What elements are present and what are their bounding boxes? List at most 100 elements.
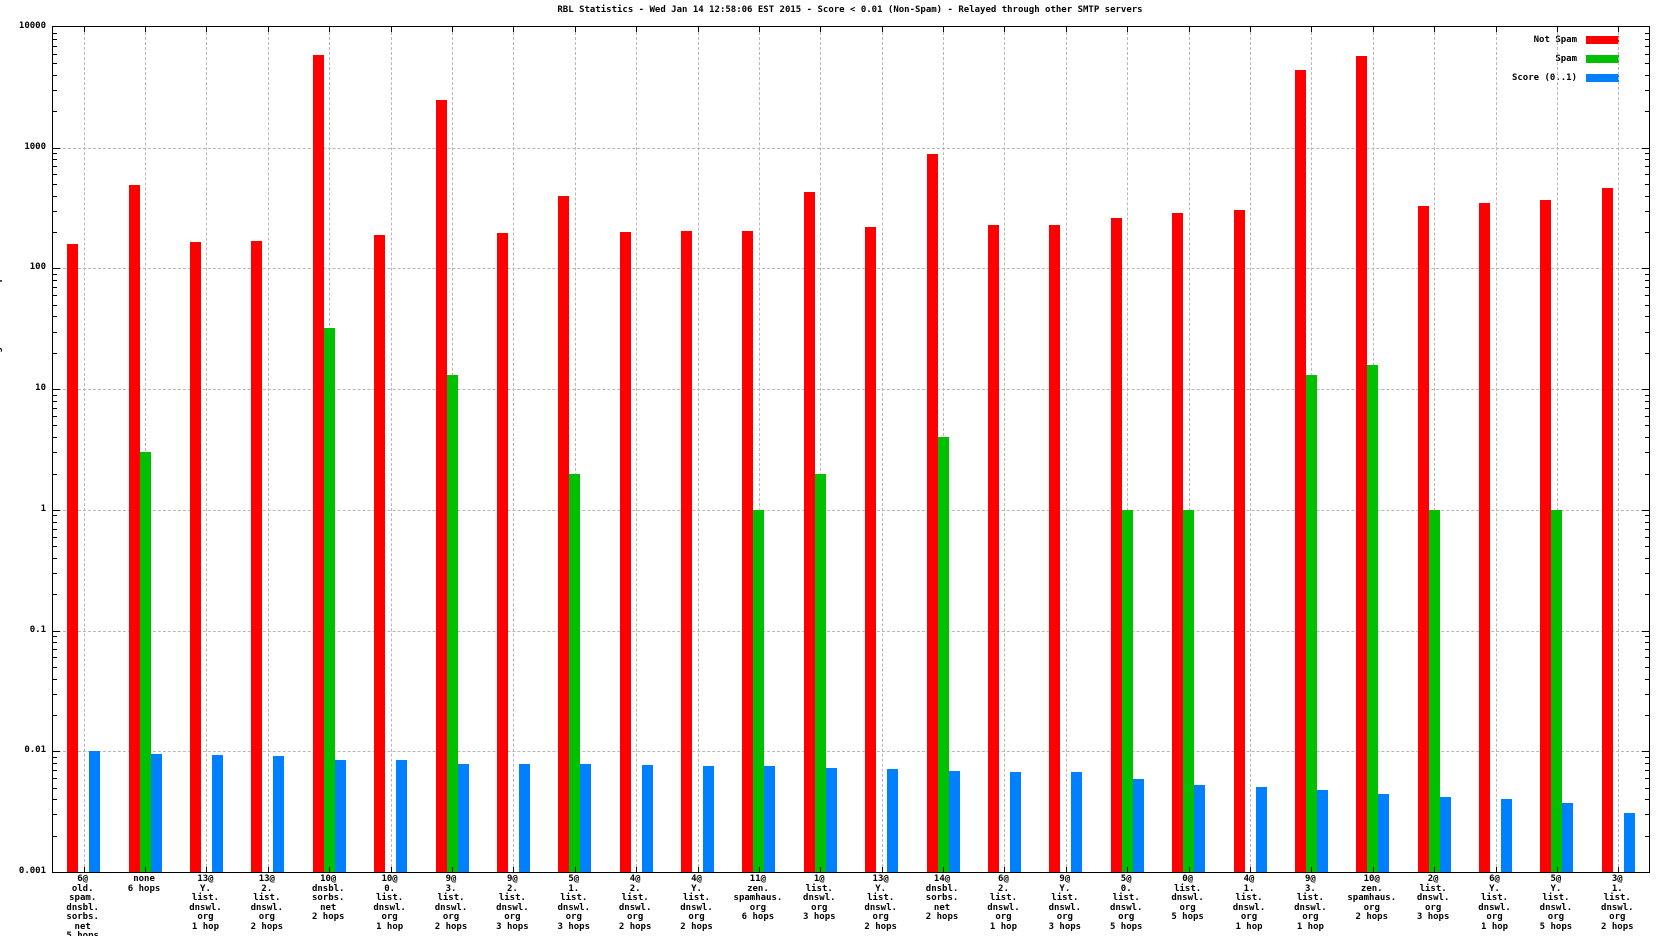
y-tick-left (53, 763, 57, 764)
bar-score (1378, 794, 1389, 872)
x-category-label-line: 0. (384, 883, 396, 894)
bar-not-spam (1418, 205, 1429, 872)
x-category-label-line: 1. (568, 883, 580, 894)
y-tick-left (53, 715, 57, 716)
bar-spam (1551, 509, 1562, 872)
y-tick-right (1645, 573, 1649, 574)
x-category-label-line: dnswl. (1232, 902, 1266, 913)
x-tick-bottom (268, 867, 269, 872)
y-tick-left (53, 408, 57, 409)
bar-not-spam (374, 234, 385, 872)
y-tick-right (1645, 546, 1649, 547)
x-category-label-line: 5 hops (1539, 921, 1573, 932)
y-tick-right (1642, 148, 1649, 149)
x-category-label: 2@ list. dnswl. org 3 hops (1388, 874, 1478, 923)
bar-score (1133, 778, 1144, 872)
y-tick-right (1645, 537, 1649, 538)
y-tick-left (53, 295, 57, 296)
gridline-x (84, 27, 85, 872)
x-tick-bottom (1250, 867, 1251, 872)
x-category-label-line: 0. (1120, 883, 1132, 894)
y-tick-left (53, 90, 57, 91)
y-tick-right (1645, 90, 1649, 91)
y-tick-left (53, 573, 57, 574)
x-category-label-line: 3. (1304, 883, 1316, 894)
y-tick-right (1645, 63, 1649, 64)
y-tick-right (1642, 389, 1649, 390)
x-category-label-line: 9@ (1059, 874, 1071, 884)
bar-score (580, 764, 591, 872)
y-tick-right (1645, 763, 1649, 764)
x-category-label: 6@ old. spam. dnsbl. sorbs. net 5 hops (38, 874, 128, 936)
x-tick-bottom (513, 867, 514, 872)
y-tick-left (53, 667, 57, 668)
x-tick-top (575, 27, 576, 32)
y-tick-left (53, 316, 57, 317)
x-tick-bottom (759, 867, 760, 872)
y-tick-left (53, 631, 60, 632)
gridline-x (882, 27, 883, 872)
x-category-label-line: 6@ (77, 874, 89, 884)
x-tick-top (145, 27, 146, 32)
y-tick-right (1645, 280, 1649, 281)
y-tick-left (53, 474, 57, 475)
y-tick-right (1645, 636, 1649, 637)
x-category-label-line: list. (867, 893, 895, 903)
y-tick-right (1645, 770, 1649, 771)
y-tick-right (1645, 196, 1649, 197)
gridline-x (391, 27, 392, 872)
bar-not-spam (313, 54, 324, 872)
y-tick-left (53, 657, 57, 658)
y-tick-label-1: 1 (40, 503, 46, 514)
bar-not-spam (1049, 224, 1060, 872)
y-tick-right (1645, 211, 1649, 212)
x-category-label-line: 9@ (506, 874, 518, 884)
x-category-label-line: org (1609, 912, 1626, 922)
x-category-label-line: dnsbl. (311, 883, 345, 894)
x-category-label-line: list. (191, 893, 219, 903)
x-category-label: 10@ dnsbl. sorbs. net 2 hops (283, 874, 373, 923)
bar-spam (1429, 509, 1440, 872)
bar-score (396, 760, 407, 872)
x-category-label-line: list. (1051, 893, 1079, 903)
x-tick-top (513, 27, 514, 32)
bar-score (212, 755, 223, 872)
x-category-label-line: 3 hops (803, 912, 836, 922)
y-tick-left (53, 332, 57, 333)
x-category-label: 14@ dnsbl. sorbs. net 2 hops (897, 874, 987, 923)
x-category-label-line: 6@ (1489, 874, 1500, 884)
y-tick-left (53, 872, 60, 873)
x-category-label-line: 3 hops (496, 921, 529, 932)
y-tick-right (1645, 778, 1649, 779)
y-tick-right (1645, 274, 1649, 275)
bar-score (826, 767, 837, 872)
legend-swatch-spam (1586, 55, 1619, 63)
x-category-label-line: 13@ (197, 874, 214, 884)
x-tick-bottom (329, 867, 330, 872)
bar-not-spam (558, 196, 569, 872)
x-tick-bottom (391, 867, 392, 872)
bar-not-spam (497, 233, 508, 872)
x-tick-bottom (452, 867, 453, 872)
x-category-label-line: 11@ (749, 874, 767, 884)
x-category-label-line: spamhaus. (733, 893, 783, 903)
x-category-label-line: 9@ (445, 874, 457, 884)
x-category-label: 0@ list. dnswl. org 5 hops (1143, 874, 1233, 923)
x-category-label: 10@ 0. list. dnswl. org 1 hop (345, 874, 435, 932)
bar-score (1562, 803, 1573, 872)
x-category-label-line: net (320, 902, 337, 913)
x-category-label-line: org (995, 912, 1012, 922)
x-category-label: 9@ 2. list. dnswl. org 3 hops (467, 874, 557, 932)
gridline-x (268, 27, 269, 872)
x-category-label: 1@ list. dnswl. org 3 hops (774, 874, 864, 923)
y-tick-left (53, 770, 57, 771)
y-tick-right (1645, 295, 1649, 296)
x-category-label: 9@ Y. list. dnswl. org 3 hops (1020, 874, 1110, 932)
x-category-label-line: org (627, 912, 644, 922)
x-category-label-line: 4@ (629, 874, 641, 884)
y-tick-right (1642, 872, 1649, 873)
y-tick-right (1645, 558, 1649, 559)
x-category-label: 13@ Y. list. dnswl. org 2 hops (836, 874, 926, 932)
legend-swatch-not-spam (1586, 36, 1619, 44)
x-tick-top (452, 27, 453, 32)
